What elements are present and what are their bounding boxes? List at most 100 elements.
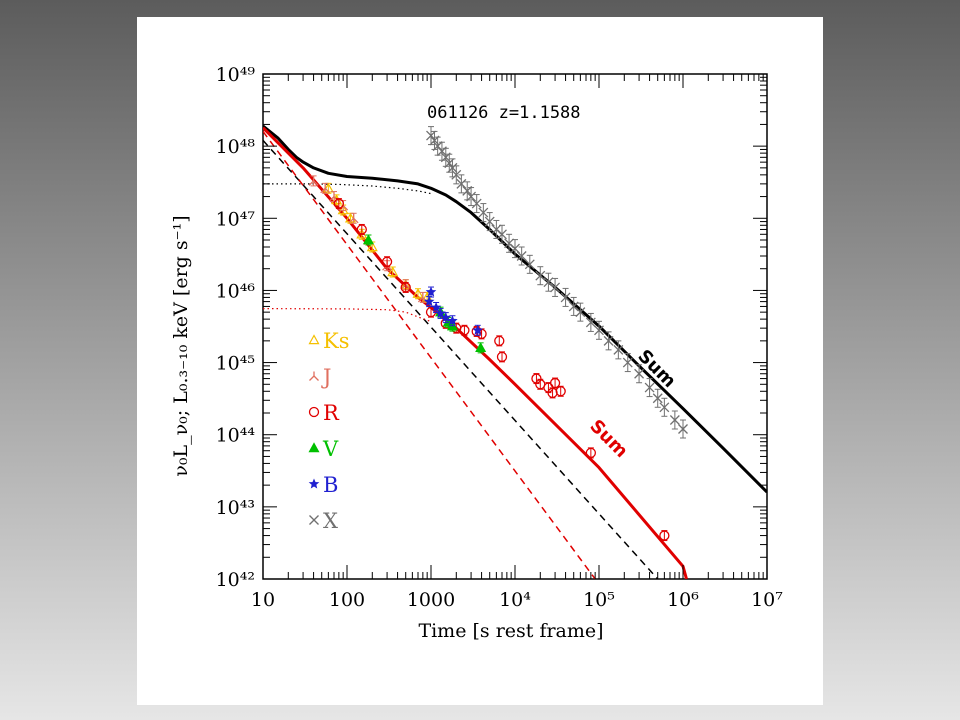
legend-marker: [308, 478, 320, 489]
legend-marker: [308, 442, 320, 453]
marker-shape: [425, 286, 437, 297]
x-tick-label: 10⁶: [667, 589, 699, 611]
y-axis-title: ν₀L_ν₀; L₀.₃₋₁₀ keV [erg s⁻¹]: [170, 215, 192, 476]
data-point-x: [497, 224, 507, 244]
y-tick-label: 10⁴²: [216, 569, 255, 591]
data-point-v: [362, 234, 374, 246]
marker-shape: [423, 296, 435, 307]
data-point-b: [425, 286, 437, 298]
point-marker: [535, 270, 546, 281]
data-point-r: [494, 335, 505, 347]
y-tick-label: 10⁴³: [216, 497, 255, 519]
marker-stroke: [613, 344, 624, 355]
point-marker: [430, 301, 442, 312]
slide-background: 10 100 1000 10⁴ 10⁵ 10⁶ 10⁷ 10⁴² 10⁴³ 10⁴⁴ 10⁴⁵ 10⁴…: [137, 17, 823, 705]
marker-stroke: [471, 198, 482, 209]
legend-label: X: [323, 509, 338, 533]
point-marker: [412, 287, 424, 298]
data-point-x: [652, 388, 663, 408]
legend-label: B: [323, 473, 338, 497]
data-point-x: [613, 340, 624, 360]
x-tick-label: 1000: [407, 589, 455, 611]
data-point-x: [678, 419, 688, 439]
data-point-v: [475, 342, 487, 354]
legend-marker: [309, 515, 319, 525]
marker-stroke: [466, 191, 477, 202]
point-marker: [435, 307, 446, 318]
data-point-b: [472, 324, 483, 336]
data-point-r: [356, 223, 367, 235]
legend-item-j: J: [309, 365, 331, 389]
data-point-ks: [387, 266, 399, 278]
x-tick-label: 100: [329, 589, 365, 611]
marker-shape: [366, 241, 378, 252]
data-point-b: [430, 301, 442, 313]
data-point-x: [510, 239, 520, 259]
legend-label: R: [323, 401, 340, 425]
x-tick-label: 10⁷: [751, 589, 783, 611]
marker-shape: [472, 324, 483, 335]
marker-stroke: [634, 368, 645, 379]
model-line: [263, 124, 767, 494]
sum-label-optical: Sum: [585, 416, 631, 462]
point-marker: [555, 386, 566, 397]
marker-stroke: [510, 243, 520, 254]
data-point-j: [348, 212, 359, 224]
data-point-x: [466, 187, 477, 207]
marker-shape: [475, 342, 487, 353]
marker-stroke: [543, 277, 554, 288]
point-marker: [659, 402, 670, 413]
data-point-j: [308, 175, 319, 187]
data-point-x: [456, 174, 467, 194]
data-point-x: [491, 219, 502, 239]
data-point-x: [471, 194, 482, 214]
point-marker: [484, 216, 495, 227]
point-marker: [423, 296, 435, 307]
x-tick-label: 10⁴: [499, 589, 531, 611]
point-marker: [362, 234, 374, 245]
marker-stroke: [447, 162, 458, 173]
plot-frame: [262, 73, 768, 580]
marker-stroke: [575, 307, 586, 318]
data-point-x: [568, 296, 579, 316]
data-point-x: [550, 277, 561, 297]
point-marker: [497, 229, 507, 240]
data-point-r: [585, 447, 597, 459]
point-marker: [308, 176, 319, 186]
point-marker: [516, 251, 527, 261]
marker-shape: [337, 204, 349, 215]
point-marker: [524, 259, 535, 270]
data-point-r: [496, 351, 508, 363]
marker-stroke: [342, 205, 349, 211]
marker-stroke: [560, 292, 571, 303]
point-marker: [678, 424, 688, 434]
marker-stroke: [313, 375, 319, 381]
marker-stroke: [497, 229, 507, 240]
marker-stroke: [329, 196, 335, 202]
data-point-b: [440, 312, 452, 324]
marker-stroke: [400, 284, 407, 290]
marker-shape: [585, 447, 597, 459]
marker-shape: [496, 351, 508, 363]
marker-shape: [659, 530, 670, 541]
marker-shape: [400, 282, 411, 293]
point-marker: [381, 256, 393, 267]
grb-annotation: 061126 z=1.1588: [427, 103, 581, 123]
data-point-r: [555, 385, 566, 397]
data-point-x: [451, 165, 462, 185]
marker-shape: [447, 315, 458, 326]
data-point-b: [447, 315, 458, 327]
legend-marker: [308, 334, 320, 345]
point-marker: [466, 191, 477, 202]
x-axis-title: Time [s rest frame]: [418, 620, 603, 642]
marker-stroke: [550, 282, 561, 293]
point-marker: [644, 382, 655, 393]
data-point-x: [622, 353, 633, 373]
point-marker: [366, 241, 378, 252]
marker-stroke: [348, 217, 355, 224]
point-marker: [478, 207, 489, 218]
x-tick-label: 10⁵: [583, 589, 615, 611]
data-point-x: [634, 364, 645, 384]
point-marker: [337, 204, 349, 215]
marker-stroke: [594, 325, 604, 336]
